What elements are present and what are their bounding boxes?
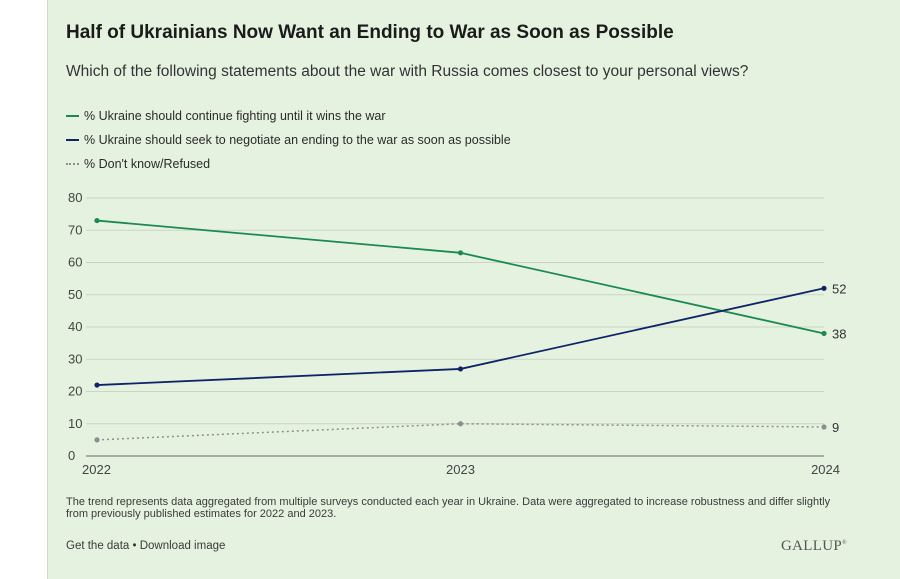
download-image-link[interactable]: Download image [139, 540, 226, 552]
x-tick-label: 2023 [446, 462, 475, 477]
footer-links: Get the data • Download image [66, 540, 225, 552]
legend-label-dont-know: % Don't know/Refused [84, 157, 211, 171]
data-point[interactable] [821, 424, 827, 430]
y-tick-label: 80 [68, 190, 82, 205]
data-point[interactable] [821, 330, 827, 337]
data-point[interactable] [94, 382, 100, 388]
legend-label-continue-fighting: % Ukraine should continue fighting until… [84, 109, 386, 123]
y-tick-label: 20 [68, 384, 82, 399]
x-tick-label: 2022 [82, 462, 111, 477]
legend-swatch-dont-know [66, 163, 79, 165]
data-point[interactable] [821, 285, 827, 291]
legend-item-negotiate: % Ukraine should seek to negotiate an en… [66, 128, 511, 152]
legend-swatch-continue-fighting [66, 115, 79, 117]
y-tick-label: 70 [68, 222, 82, 237]
data-point[interactable] [94, 437, 100, 443]
y-tick-label: 30 [68, 351, 82, 366]
link-separator: • [129, 540, 140, 552]
y-tick-label: 40 [68, 319, 82, 334]
y-tick-label: 60 [68, 255, 82, 270]
data-point[interactable] [457, 366, 464, 372]
legend-item-continue-fighting: % Ukraine should continue fighting until… [66, 104, 511, 128]
chart-subtitle: Which of the following statements about … [66, 63, 749, 80]
data-label: 52 [832, 281, 846, 296]
legend: % Ukraine should continue fighting until… [66, 104, 511, 176]
y-tick-label: 50 [68, 287, 82, 302]
series-line-0 [96, 219, 825, 335]
legend-item-dont-know: % Don't know/Refused [66, 152, 511, 176]
x-tick-label: 2024 [811, 462, 840, 477]
get-data-link[interactable]: Get the data [66, 540, 130, 552]
y-tick-label: 0 [68, 448, 75, 463]
gallup-logo-text: GALLUP [781, 538, 842, 554]
chart-panel [47, 0, 900, 579]
legend-swatch-negotiate [66, 139, 79, 141]
trademark-mark: ® [841, 540, 847, 546]
chart-title: Half of Ukrainians Now Want an Ending to… [66, 22, 674, 43]
gallup-logo: GALLUP® [781, 538, 847, 555]
y-tick-label: 10 [68, 416, 82, 431]
data-label: 38 [832, 326, 846, 341]
data-label: 9 [832, 420, 839, 435]
data-point[interactable] [457, 250, 464, 256]
footnote: The trend represents data aggregated fro… [66, 496, 831, 520]
legend-label-negotiate: % Ukraine should seek to negotiate an en… [84, 133, 511, 147]
data-point[interactable] [94, 217, 100, 224]
data-point[interactable] [457, 421, 464, 427]
series-line-2 [96, 422, 825, 441]
